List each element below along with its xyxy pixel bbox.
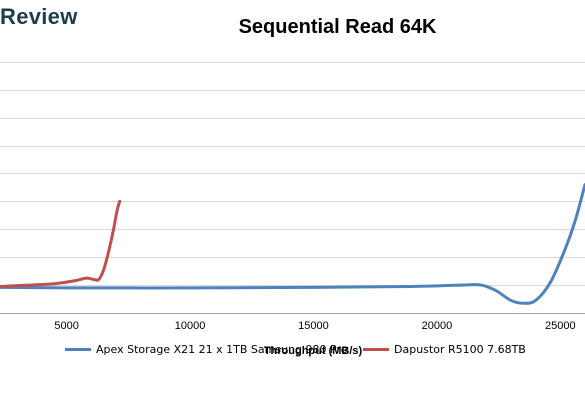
chart-title: Sequential Read 64K <box>238 16 437 38</box>
x-tick-label-25000: 25000 <box>545 320 576 332</box>
legend-swatch-apex <box>65 348 91 351</box>
brand-logo-text: Review <box>0 4 78 29</box>
legend-label-dapustor: Dapustor R5100 7.68TB <box>394 343 526 356</box>
legend-item-apex: Apex Storage X21 21 x 1TB Samsung 980 Pr… <box>65 343 347 356</box>
legend-item-dapustor: Dapustor R5100 7.68TB <box>363 343 526 356</box>
series-line-apex <box>0 183 585 305</box>
x-tick-label-5000: 5000 <box>54 320 78 332</box>
legend-label-apex: Apex Storage X21 21 x 1TB Samsung 980 Pr… <box>96 343 348 356</box>
legend-swatch-dapustor <box>363 348 389 351</box>
chart-legend: Apex Storage X21 21 x 1TB Samsung 980 Pr… <box>0 343 585 363</box>
series-line-dapustor <box>0 199 122 288</box>
x-tick-label-10000: 10000 <box>175 320 206 332</box>
x-tick-label-20000: 20000 <box>422 320 453 332</box>
x-axis-title: Throughput (MB/s) <box>264 345 363 357</box>
x-tick-label-15000: 15000 <box>298 320 329 332</box>
